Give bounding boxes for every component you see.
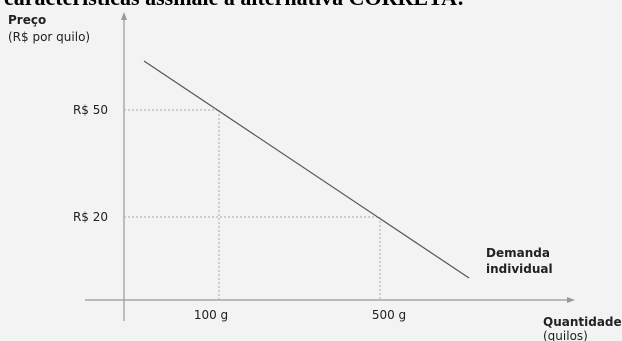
y-axis-arrow <box>121 12 127 20</box>
x-axis-arrow <box>567 297 575 303</box>
series-label: Demanda <box>486 246 550 260</box>
y-tick-label: R$ 20 <box>73 210 108 224</box>
x-tick-label: 100 g <box>194 308 228 322</box>
y-axis-title: Preço <box>8 13 46 27</box>
x-tick-label: 500 g <box>372 308 406 322</box>
y-axis-unit: (R$ por quilo) <box>8 30 90 44</box>
y-tick-label: R$ 50 <box>73 103 108 117</box>
demand-line <box>143 60 470 279</box>
series-label: individual <box>486 262 553 276</box>
x-axis-unit: (quilos) <box>543 329 588 341</box>
x-axis-title: Quantidade <box>543 315 622 329</box>
question-heading: características assinale a alternativa C… <box>4 0 464 11</box>
